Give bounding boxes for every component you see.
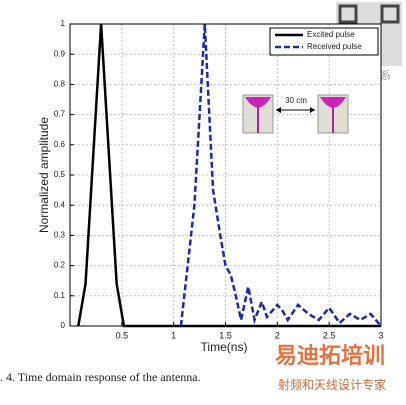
x-tick-label: 2.5 <box>323 330 336 340</box>
x-tick-label: 1 <box>171 330 176 340</box>
y-tick-label: 0.3 <box>54 231 66 240</box>
y-tick-label: 0.7 <box>54 110 66 119</box>
y-axis-label: Normalized amplitude <box>37 117 51 233</box>
annotation: 30 cm <box>285 96 307 105</box>
y-tick-label: 0.5 <box>54 170 66 179</box>
y-tick-label: 0.2 <box>54 261 66 270</box>
y-tick-label: 0.6 <box>54 140 66 149</box>
x-axis-label: Time(ns) <box>201 340 248 354</box>
watermark: 射频和天线设计专家 <box>278 377 386 392</box>
watermark: 易迪拓培训 <box>275 343 385 368</box>
x-tick-label: 1.5 <box>219 330 232 340</box>
plot-area <box>70 24 381 326</box>
x-tick-label: 3 <box>378 330 383 340</box>
series-line <box>179 23 382 327</box>
y-tick-label: 0.4 <box>54 200 66 209</box>
x-tick-label: 2 <box>275 330 280 340</box>
legend-label: Excited pulse <box>307 30 355 39</box>
y-tick-label: 0.9 <box>54 49 66 58</box>
y-tick-label: 0.1 <box>54 291 66 300</box>
y-tick-label: 1 <box>61 19 66 28</box>
axes-frame <box>69 23 382 327</box>
caption: . 4. Time domain response of the antenna… <box>0 370 201 384</box>
legend-box <box>269 27 379 56</box>
legend-label: Received pulse <box>307 42 362 51</box>
y-tick-label: 0.8 <box>54 80 66 89</box>
x-tick-label: 0.5 <box>116 330 129 340</box>
inset-diagram <box>242 94 349 134</box>
y-tick-label: 0 <box>61 321 66 330</box>
